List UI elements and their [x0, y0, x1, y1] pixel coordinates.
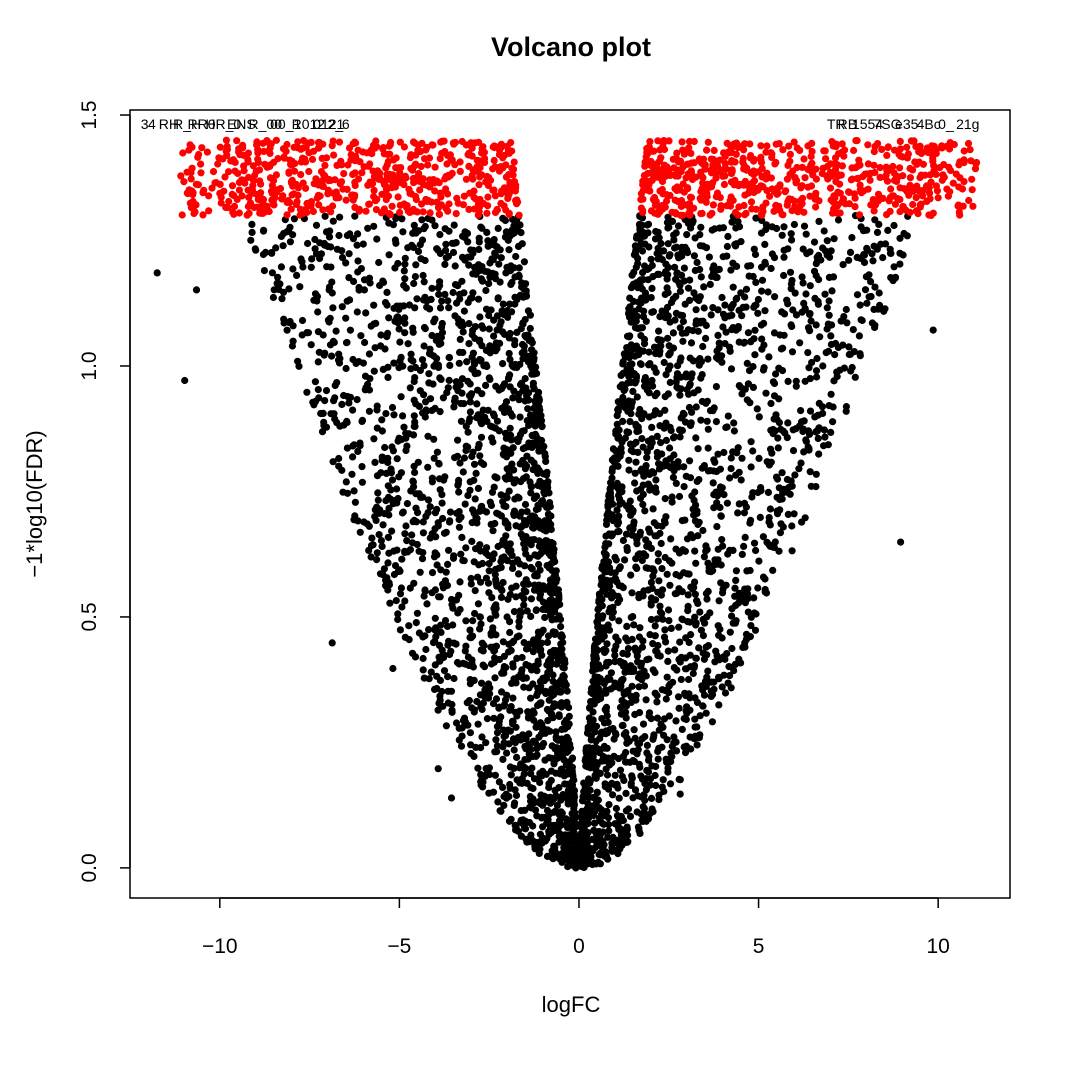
- y-tick-label: 1.0: [78, 351, 101, 380]
- x-tick-label: 10: [926, 935, 949, 958]
- gene-label: 6: [342, 116, 350, 132]
- gene-label: 4Bc: [917, 116, 941, 132]
- x-axis: −10 −5 0 5 10: [202, 897, 950, 958]
- y-axis-label: −1*log10(FDR): [22, 430, 47, 577]
- gene-label: 0121: [313, 116, 344, 132]
- gene-label: 0_: [938, 116, 954, 132]
- gene-label: e35: [895, 116, 919, 132]
- gene-label: 7SG: [874, 116, 902, 132]
- x-axis-label: logFC: [542, 992, 601, 1017]
- x-tick-label: 5: [753, 935, 765, 958]
- gene-label: R_H: [173, 116, 201, 132]
- gene-label: RB: [838, 116, 857, 132]
- y-tick-label: 0.5: [78, 602, 101, 631]
- y-axis: 0.0 0.5 1.0 1.5: [78, 100, 131, 882]
- gene-label: R012: [292, 116, 326, 132]
- gene-label: 3: [141, 116, 149, 132]
- non-significant-points: [153, 211, 937, 872]
- gene-label: 4: [148, 116, 156, 132]
- x-tick-label: −5: [387, 935, 411, 958]
- gene-label: ENS: [227, 116, 256, 132]
- gene-label: HR_0: [205, 116, 241, 132]
- y-tick-label: 1.5: [78, 100, 101, 129]
- data-points: [153, 136, 981, 872]
- y-tick-label: 0.0: [78, 853, 101, 882]
- gene-label: 00_1: [270, 116, 301, 132]
- gene-label: R_00: [249, 116, 283, 132]
- gene-label: 1554: [852, 116, 883, 132]
- significant-points: [177, 136, 981, 219]
- gene-label: RH: [159, 116, 179, 132]
- gene-label: 2_: [328, 116, 344, 132]
- gene-label: 21g: [956, 116, 979, 132]
- gene-label: RR0: [187, 116, 215, 132]
- x-tick-label: 0: [573, 935, 585, 958]
- x-tick-label: −10: [202, 935, 238, 958]
- chart-title: Volcano plot: [491, 32, 651, 62]
- gene-label: TR: [827, 116, 846, 132]
